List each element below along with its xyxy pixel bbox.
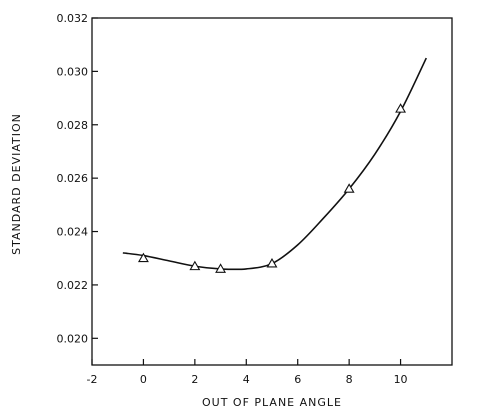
data-point-triangle	[137, 252, 149, 263]
y-tick-label: 0.026	[57, 172, 89, 185]
data-point-triangle	[215, 263, 227, 273]
x-axis-ticks: -2 0 2 4 6 8 10	[87, 359, 408, 386]
fit-curve-layer	[122, 57, 428, 271]
plot-frame	[91, 17, 453, 366]
x-tick-label: 10	[394, 373, 408, 386]
x-tick-label: 8	[346, 373, 353, 386]
y-tick-label: 0.030	[57, 65, 89, 78]
data-point-triangle	[266, 257, 278, 268]
data-point-triangle	[189, 260, 201, 271]
y-axis-label: STANDARD DEVIATION	[10, 113, 23, 255]
data-point-triangle	[395, 103, 407, 113]
x-tick-label: 2	[191, 373, 198, 386]
y-tick-label: 0.032	[57, 12, 89, 25]
y-tick-label: 0.024	[57, 226, 89, 239]
x-tick-label: 0	[140, 373, 147, 386]
x-tick-label: 4	[243, 373, 250, 386]
data-points	[137, 103, 407, 273]
x-tick-label: 6	[294, 373, 301, 386]
fit-curve	[122, 57, 428, 271]
y-axis-ticks: 0.020 0.022 0.024 0.026 0.028 0.030 0.032	[57, 12, 98, 345]
y-tick-label: 0.020	[57, 332, 89, 345]
y-tick-label: 0.022	[57, 279, 89, 292]
x-axis-label: OUT OF PLANE ANGLE	[202, 396, 342, 409]
data-point-triangle	[343, 183, 355, 193]
axes	[91, 17, 453, 366]
x-tick-label: -2	[87, 373, 98, 386]
y-tick-label: 0.028	[57, 119, 89, 132]
